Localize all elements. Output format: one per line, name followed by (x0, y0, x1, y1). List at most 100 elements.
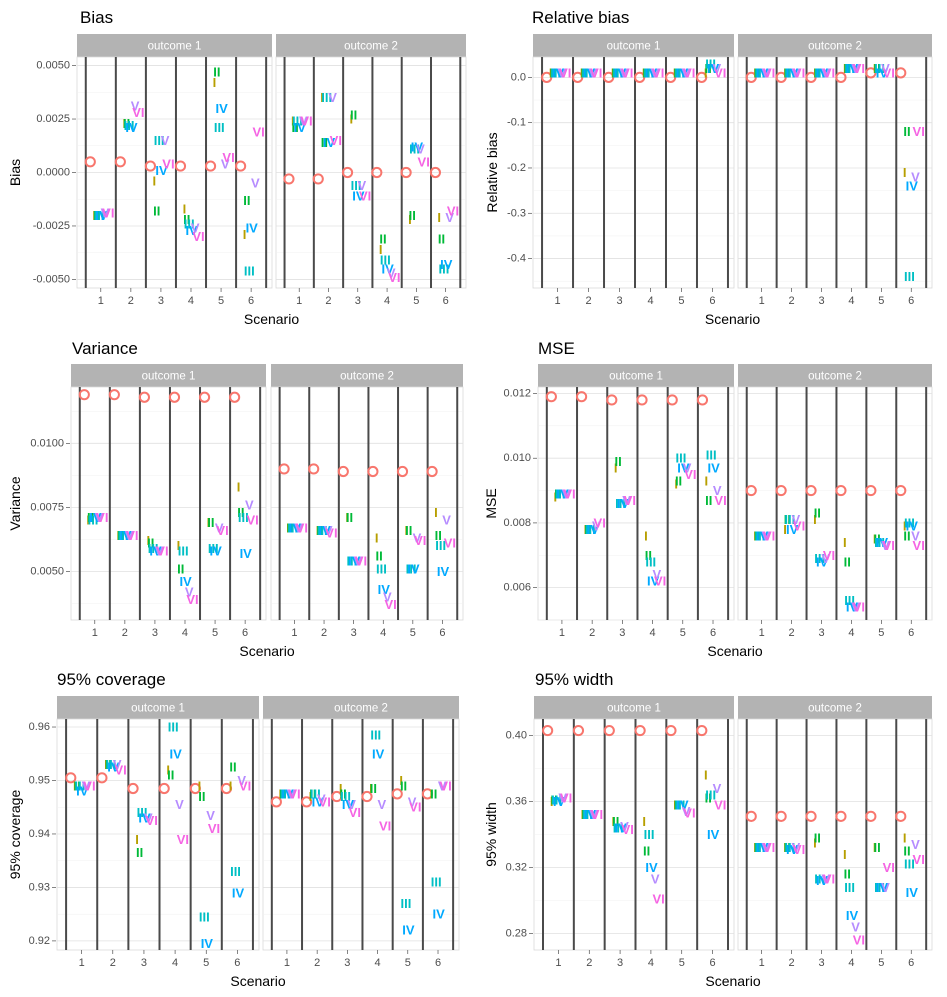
data-point-II: II (581, 65, 588, 80)
y-tick-label: 0.95 (29, 774, 50, 786)
facet-strip (738, 364, 932, 387)
data-point-I: I (73, 778, 77, 793)
data-point-I: I (642, 814, 646, 829)
y-tick-label: 0.92 (29, 935, 50, 947)
data-point-I: I (673, 797, 677, 812)
x-tick-label: 6 (908, 957, 914, 969)
data-point-O (696, 394, 709, 406)
data-point-O (421, 788, 434, 800)
data-point-I: I (320, 90, 324, 105)
data-point-O (278, 463, 290, 475)
x-tick-label: 3 (818, 295, 824, 307)
data-point-I: I (405, 523, 409, 538)
data-point-IV: IV (318, 523, 331, 538)
data-point-I: I (379, 242, 383, 257)
data-point-III: III (706, 447, 717, 462)
data-point-I: I (843, 535, 847, 550)
data-point-V: V (791, 65, 800, 80)
facet-strip-label: outcome 1 (131, 703, 185, 715)
data-point-V: V (237, 773, 246, 788)
data-point-I: I (674, 477, 678, 492)
data-point-V: V (82, 778, 91, 793)
panel-background (70, 386, 267, 621)
data-point-III: III (287, 520, 298, 535)
x-tick-label: 2 (589, 627, 595, 639)
x-axis-title: Scenario (230, 973, 285, 989)
y-tick-label: 0.006 (503, 582, 531, 594)
facet-strip-label: outcome 1 (148, 41, 202, 53)
data-point-V: V (712, 61, 721, 76)
data-point-I: I (642, 65, 646, 80)
data-point-VI: VI (300, 114, 312, 129)
data-point-II: II (74, 778, 81, 793)
data-point-VI: VI (325, 525, 337, 540)
data-point-O (228, 391, 241, 403)
data-point-VI: VI (132, 105, 144, 120)
data-point-VI: VI (793, 519, 805, 534)
y-tick-label: 0.0050 (36, 60, 70, 72)
data-point-I: I (147, 533, 151, 548)
data-point-IV: IV (95, 208, 108, 223)
data-point-I: I (783, 840, 787, 855)
data-point-I: I (166, 762, 170, 777)
chart-title: Relative bias (532, 8, 629, 27)
data-point-V: V (851, 919, 860, 934)
data-point-III: III (438, 261, 449, 276)
data-point-I: I (122, 116, 126, 131)
data-point-III: III (124, 118, 135, 133)
x-tick-label: 3 (617, 957, 623, 969)
data-point-O (865, 810, 877, 822)
data-point-IV: IV (210, 543, 223, 558)
x-tick-label: 4 (848, 957, 854, 969)
data-point-V: V (762, 65, 771, 80)
panel-background (737, 386, 933, 621)
data-point-V: V (131, 99, 140, 114)
data-point-I: I (135, 832, 139, 847)
data-point-IV: IV (155, 163, 168, 178)
x-axis-title: Scenario (705, 973, 760, 989)
chart-title: Variance (72, 339, 138, 358)
x-tick-label: 5 (878, 957, 884, 969)
data-point-I: I (198, 778, 202, 793)
x-tick-label: 4 (848, 627, 854, 639)
data-point-II: II (198, 789, 205, 804)
data-point-II: II (316, 523, 323, 538)
data-point-O (270, 796, 282, 808)
data-point-V: V (299, 114, 308, 129)
data-point-VI: VI (823, 548, 835, 563)
x-tick-label: 2 (110, 957, 116, 969)
data-point-I: I (278, 786, 282, 801)
data-point-V: V (881, 61, 890, 76)
data-point-VI: VI (853, 600, 865, 615)
data-point-VI: VI (222, 150, 234, 165)
data-point-II: II (643, 844, 650, 859)
data-point-V: V (215, 520, 224, 535)
data-point-IV: IV (676, 65, 689, 80)
data-point-II: II (874, 532, 881, 547)
x-tick-label: 5 (878, 295, 884, 307)
data-point-VI: VI (439, 778, 451, 793)
data-point-VI: VI (102, 206, 114, 221)
data-point-VI: VI (330, 133, 342, 148)
data-point-V: V (713, 483, 722, 498)
data-point-VI: VI (444, 536, 456, 551)
data-point-IV: IV (677, 460, 690, 475)
data-point-I: I (399, 773, 403, 788)
data-point-IV: IV (707, 61, 720, 76)
data-point-V: V (251, 176, 260, 191)
data-point-VI: VI (622, 822, 634, 837)
y-tick-label: 0.0075 (30, 501, 64, 513)
data-point-O (138, 391, 151, 403)
data-point-V: V (681, 65, 690, 80)
data-point-V: V (791, 840, 800, 855)
data-point-I: I (291, 114, 295, 129)
data-point-III: III (199, 909, 210, 924)
data-point-O (341, 166, 354, 179)
x-axis-title: Scenario (707, 643, 762, 659)
data-point-VI: VI (714, 797, 726, 812)
data-point-IV: IV (240, 546, 253, 561)
x-tick-label: 4 (380, 627, 386, 639)
data-point-V: V (438, 778, 447, 793)
data-point-I: I (375, 531, 379, 546)
x-tick-label: 3 (818, 957, 824, 969)
